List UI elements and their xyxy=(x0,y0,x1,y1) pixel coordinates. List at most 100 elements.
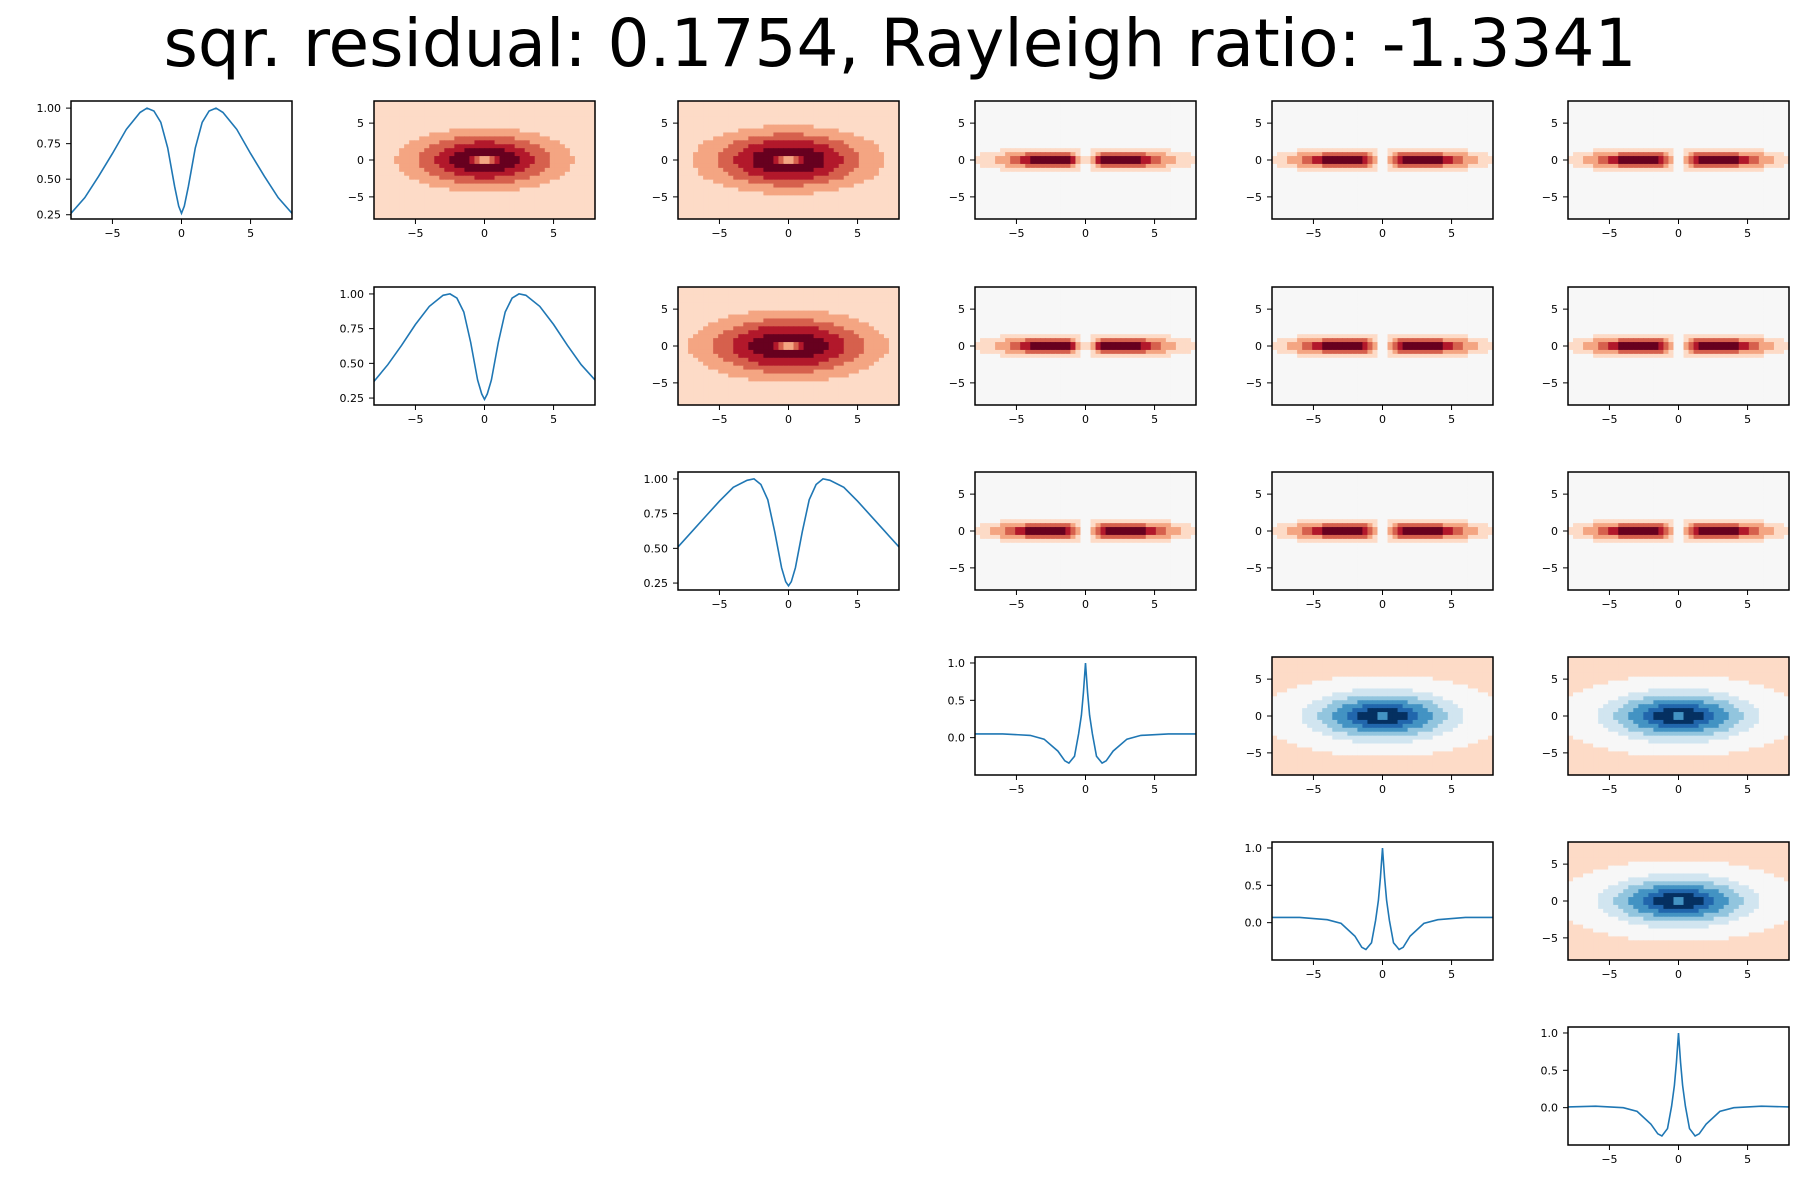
contour-cell xyxy=(1452,132,1459,137)
contour-cell xyxy=(564,128,571,134)
contour-subplot: −5 0 550−5 xyxy=(1246,100,1494,240)
contour-cell xyxy=(1150,171,1157,177)
contour-cell xyxy=(419,175,425,181)
contour-cell xyxy=(693,128,699,134)
contour-cell xyxy=(1190,112,1197,118)
contour-cell xyxy=(1407,167,1414,173)
contour-cell xyxy=(449,167,455,173)
contour-cell xyxy=(798,132,805,137)
contour-cell xyxy=(1080,175,1087,181)
contour-cell xyxy=(389,144,395,149)
contour-cell xyxy=(1060,112,1067,118)
contour-cell xyxy=(1277,108,1283,114)
contour-cell xyxy=(788,144,795,149)
contour-cell xyxy=(1190,187,1197,193)
contour-cell xyxy=(1377,144,1384,149)
contour-cell xyxy=(838,132,845,137)
contour-cell xyxy=(404,175,410,181)
contour-cell xyxy=(683,215,689,220)
contour-cell xyxy=(554,207,561,212)
contour-cell xyxy=(1347,144,1353,149)
contour-cell xyxy=(384,101,390,106)
contour-cell xyxy=(1387,144,1394,149)
contour-cell xyxy=(1282,116,1288,122)
contour-cell xyxy=(1085,144,1092,149)
contour-cell xyxy=(1135,156,1142,161)
contour-cell xyxy=(539,207,546,212)
contour-cell xyxy=(1005,215,1011,220)
contour-cell xyxy=(768,104,775,110)
contour-cell xyxy=(1065,211,1072,216)
contour-cell xyxy=(479,207,486,212)
contour-cell xyxy=(1190,101,1197,106)
contour-cell xyxy=(479,187,486,193)
contour-cell xyxy=(539,171,546,177)
contour-cell xyxy=(1035,163,1041,169)
contour-cell xyxy=(1080,132,1087,137)
contour-cell xyxy=(544,171,551,177)
contour-cell xyxy=(549,175,556,181)
y-tick-label: 5 xyxy=(661,117,668,130)
contour-cell xyxy=(1180,179,1187,185)
contour-cell xyxy=(888,140,895,145)
contour-cell xyxy=(853,195,860,200)
contour-cell xyxy=(1297,175,1303,181)
contour-cell xyxy=(474,112,481,118)
contour-cell xyxy=(479,132,486,137)
contour-cell xyxy=(1020,136,1026,141)
contour-cell xyxy=(564,215,571,220)
contour-cell xyxy=(1185,175,1192,181)
contour-cell xyxy=(1125,116,1132,122)
contour-cell xyxy=(1130,215,1137,220)
contour-cell xyxy=(783,148,790,153)
contour-cell xyxy=(1055,140,1061,145)
contour-cell xyxy=(1282,120,1288,126)
contour-cell xyxy=(509,104,516,110)
contour-cell xyxy=(1437,175,1444,181)
contour-cell xyxy=(748,128,754,134)
contour-cell xyxy=(1035,128,1041,134)
contour-cell xyxy=(763,132,770,137)
contour-cell xyxy=(1417,156,1424,161)
contour-cell xyxy=(1422,156,1429,161)
contour-cell xyxy=(693,199,699,204)
contour-cell xyxy=(1040,148,1046,153)
contour-cell xyxy=(524,128,531,134)
contour-cell xyxy=(858,156,865,161)
contour-cell xyxy=(990,187,996,193)
contour-cell xyxy=(808,160,815,165)
contour-cell xyxy=(484,199,491,204)
contour-cell xyxy=(394,120,400,126)
contour-cell xyxy=(1105,207,1112,212)
contour-cell xyxy=(1332,167,1338,173)
contour-cell xyxy=(1407,104,1414,110)
contour-cell xyxy=(843,124,850,130)
contour-cell xyxy=(579,101,586,106)
contour-cell xyxy=(569,120,576,126)
contour-cell xyxy=(494,112,501,118)
contour-cell xyxy=(1357,179,1364,185)
contour-cell xyxy=(1035,148,1041,153)
contour-cell xyxy=(1005,128,1011,134)
contour-cell xyxy=(424,140,430,145)
contour-cell xyxy=(1367,124,1374,130)
contour-cell xyxy=(1035,187,1041,193)
contour-cell xyxy=(763,136,770,141)
contour-cell xyxy=(1337,120,1343,126)
contour-cell xyxy=(469,160,476,165)
contour-cell xyxy=(1015,203,1021,208)
contour-cell xyxy=(1352,144,1358,149)
contour-cell xyxy=(863,132,870,137)
contour-cell xyxy=(1145,156,1152,161)
contour-cell xyxy=(544,112,551,118)
contour-cell xyxy=(569,191,576,196)
contour-cell xyxy=(459,163,466,169)
contour-cell xyxy=(1472,140,1479,145)
contour-cell xyxy=(888,128,895,134)
contour-cell xyxy=(793,132,800,137)
contour-cell xyxy=(1287,120,1293,126)
contour-cell xyxy=(990,132,996,137)
contour-cell xyxy=(1120,128,1127,134)
contour-cell xyxy=(449,203,455,208)
contour-cell xyxy=(534,152,541,157)
